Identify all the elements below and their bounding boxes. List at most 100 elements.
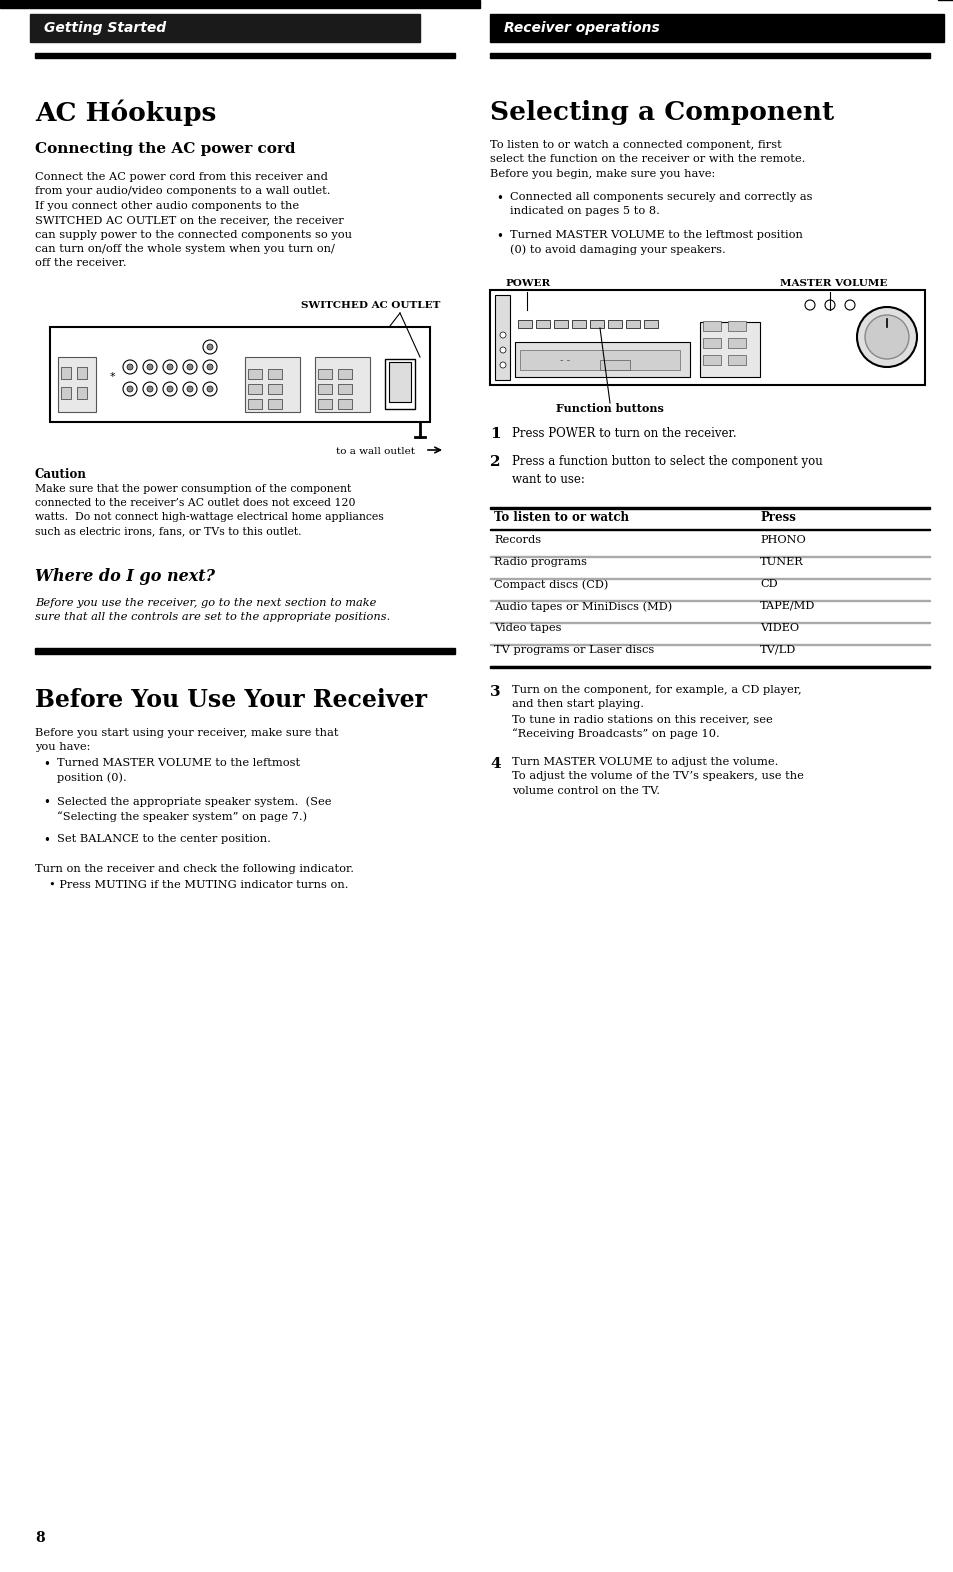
- Circle shape: [499, 362, 505, 368]
- Bar: [385, 358, 415, 409]
- Bar: [517, 321, 532, 329]
- Bar: [589, 321, 603, 329]
- Bar: [314, 357, 370, 412]
- Bar: [317, 384, 332, 395]
- Text: TAPE/MD: TAPE/MD: [760, 601, 815, 612]
- Text: Selecting a Component: Selecting a Component: [490, 101, 833, 126]
- Text: 3: 3: [490, 685, 500, 700]
- Text: AC Hóokups: AC Hóokups: [35, 101, 216, 126]
- Text: Turned MASTER VOLUME to the leftmost
position (0).: Turned MASTER VOLUME to the leftmost pos…: [57, 758, 300, 783]
- Text: Set BALANCE to the center position.: Set BALANCE to the center position.: [57, 835, 271, 844]
- Circle shape: [844, 300, 854, 310]
- Bar: [268, 369, 282, 379]
- Circle shape: [183, 382, 196, 396]
- Circle shape: [183, 360, 196, 374]
- Bar: [248, 369, 262, 379]
- Bar: [490, 289, 924, 385]
- Text: To listen to or watch a connected component, first
select the function on the re: To listen to or watch a connected compon…: [490, 140, 804, 179]
- Text: Caution: Caution: [35, 468, 87, 481]
- Circle shape: [499, 332, 505, 338]
- Circle shape: [163, 360, 177, 374]
- Text: TUNER: TUNER: [760, 556, 803, 567]
- Text: *: *: [109, 373, 114, 382]
- Circle shape: [804, 300, 814, 310]
- Text: Before you start using your receiver, make sure that
you have:: Before you start using your receiver, ma…: [35, 728, 338, 753]
- Text: TV/LD: TV/LD: [760, 645, 796, 656]
- Text: 4: 4: [490, 758, 500, 770]
- Circle shape: [207, 387, 213, 391]
- Text: Video tapes: Video tapes: [494, 623, 561, 634]
- Text: Press POWER to turn on the receiver.: Press POWER to turn on the receiver.: [512, 428, 736, 440]
- Bar: [0, 0, 479, 8]
- Bar: [58, 357, 96, 412]
- Circle shape: [167, 365, 172, 369]
- Bar: [317, 369, 332, 379]
- Text: Where do I go next?: Where do I go next?: [35, 567, 214, 585]
- Text: 1: 1: [490, 428, 500, 442]
- Bar: [490, 508, 929, 509]
- Text: 2: 2: [490, 454, 500, 468]
- Bar: [599, 360, 629, 369]
- Bar: [248, 399, 262, 409]
- Bar: [702, 321, 720, 332]
- Text: TV programs or Laser discs: TV programs or Laser discs: [494, 645, 654, 656]
- Text: • Press MUTING if the MUTING indicator turns on.: • Press MUTING if the MUTING indicator t…: [49, 880, 348, 890]
- Bar: [515, 343, 689, 377]
- Circle shape: [207, 344, 213, 351]
- Text: Connecting the AC power cord: Connecting the AC power cord: [35, 141, 295, 156]
- Circle shape: [187, 365, 193, 369]
- Bar: [245, 357, 299, 412]
- Circle shape: [856, 307, 916, 366]
- Text: Turn on the receiver and check the following indicator.: Turn on the receiver and check the follo…: [35, 865, 354, 874]
- Circle shape: [147, 365, 152, 369]
- Text: •: •: [496, 192, 502, 204]
- Bar: [77, 366, 87, 379]
- Bar: [61, 366, 71, 379]
- Text: Audio tapes or MiniDiscs (MD): Audio tapes or MiniDiscs (MD): [494, 601, 672, 612]
- Text: Getting Started: Getting Started: [44, 20, 166, 35]
- Text: Function buttons: Function buttons: [556, 402, 663, 413]
- Bar: [268, 399, 282, 409]
- Bar: [337, 369, 352, 379]
- Text: Connect the AC power cord from this receiver and
from your audio/video component: Connect the AC power cord from this rece…: [35, 171, 352, 269]
- Circle shape: [163, 382, 177, 396]
- Circle shape: [207, 365, 213, 369]
- Bar: [50, 327, 430, 421]
- Bar: [317, 399, 332, 409]
- Bar: [572, 321, 585, 329]
- Text: Receiver operations: Receiver operations: [503, 20, 659, 35]
- Bar: [643, 321, 658, 329]
- Circle shape: [123, 382, 137, 396]
- Circle shape: [187, 387, 193, 391]
- Bar: [700, 322, 760, 377]
- Bar: [727, 355, 745, 365]
- Text: Selected the appropriate speaker system.  (See
“Selecting the speaker system” on: Selected the appropriate speaker system.…: [57, 795, 331, 822]
- Text: Turn on the component, for example, a CD player,
and then start playing.
To tune: Turn on the component, for example, a CD…: [512, 685, 801, 739]
- Text: Make sure that the power consumption of the component
connected to the receiver’: Make sure that the power consumption of …: [35, 484, 383, 536]
- Bar: [495, 296, 510, 380]
- Circle shape: [203, 360, 216, 374]
- Bar: [702, 355, 720, 365]
- Text: to a wall outlet: to a wall outlet: [335, 446, 415, 456]
- Text: SWITCHED AC OUTLET: SWITCHED AC OUTLET: [300, 300, 439, 310]
- Text: Connected all components securely and correctly as
indicated on pages 5 to 8.: Connected all components securely and co…: [510, 192, 812, 217]
- Bar: [337, 399, 352, 409]
- Text: •: •: [43, 835, 50, 847]
- Bar: [77, 387, 87, 399]
- Circle shape: [167, 387, 172, 391]
- Bar: [35, 648, 455, 654]
- Circle shape: [499, 347, 505, 354]
- Bar: [727, 338, 745, 347]
- Circle shape: [864, 314, 908, 358]
- Bar: [536, 321, 550, 329]
- Text: •: •: [43, 795, 50, 810]
- Circle shape: [203, 340, 216, 354]
- Text: Press a function button to select the component you
want to use:: Press a function button to select the co…: [512, 454, 821, 486]
- Bar: [519, 351, 679, 369]
- Text: •: •: [496, 230, 502, 244]
- Text: Before You Use Your Receiver: Before You Use Your Receiver: [35, 689, 427, 712]
- Text: CD: CD: [760, 578, 777, 590]
- Circle shape: [147, 387, 152, 391]
- Bar: [490, 14, 943, 42]
- Bar: [625, 321, 639, 329]
